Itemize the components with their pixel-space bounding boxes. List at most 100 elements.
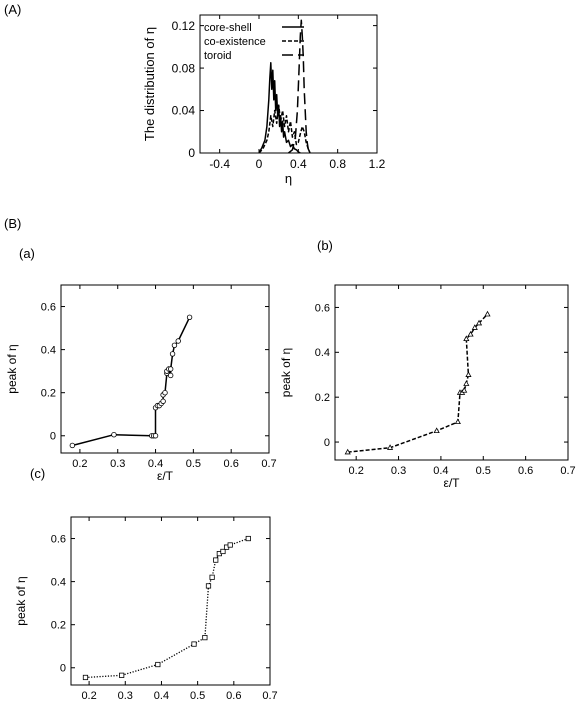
data-point [162,389,168,396]
legend-label: co-existence [204,36,266,48]
panel-label-b: (b) [317,238,333,253]
data-point [245,535,251,542]
x-axis-label: ε/T [443,476,460,490]
panel-label-a: (a) [19,246,35,261]
y-axis-label: The distribution of η [142,27,157,141]
x-tick-label: 0.7 [560,465,575,477]
x-tick-label: 0.3 [118,690,133,702]
x-tick-label: 0.2 [72,458,87,470]
series-layer [82,535,251,681]
y-tick-label: 0.2 [51,620,66,632]
data-point [82,674,89,681]
data-point [471,324,478,330]
data-point [186,314,193,321]
x-tick-label: 0 [256,157,263,171]
y-tick-label: 0.2 [315,392,330,404]
chart-b-toroid-peak: 0.2 0.3 0.4 0.5 0.6 0.7 0 0.2 0.4 0.6 ε/T peak of η [279,284,576,490]
y-tick-label: 0.04 [172,104,196,118]
y-tick-label: 0.6 [41,301,56,313]
panel-label-c: (c) [30,466,45,481]
data-point [461,387,468,393]
plot-frame [334,284,569,461]
data-point [175,338,181,344]
y-tick-label: 0.4 [41,344,56,356]
y-tick-label: 0 [188,146,195,160]
data-point [69,442,76,449]
x-tick-label: 0.8 [329,157,346,171]
data-point [454,418,461,425]
y-tick-label: 0.08 [172,61,196,75]
x-tick-label: 0.4 [290,157,307,171]
data-point [167,366,174,372]
y-axis-label: peak of η [279,348,293,397]
plot-frame [70,516,271,686]
data-point [152,433,159,439]
data-point [119,672,125,678]
data-point [213,557,219,563]
series-line-a [72,316,191,447]
x-tick-label: 0.7 [262,690,277,702]
x-tick-label: 1.2 [369,157,386,171]
series-layer [344,310,491,455]
data-point [433,427,440,434]
data-point [155,661,161,668]
y-axis-label: peak of η [14,576,28,625]
y-tick-label: 0.4 [51,576,66,588]
data-point [467,330,474,337]
y-tick-label: 0.2 [41,388,56,400]
y-tick-label: 0 [324,437,330,449]
y-axis-label: peak of η [5,344,19,393]
x-tick-label: 0.6 [518,465,533,477]
legend-label: toroid [204,50,232,62]
series-line-b [347,313,489,453]
data-point [465,371,472,377]
y-tick-label: 0.6 [315,302,330,314]
chart-A-distribution: -0.4 0 0.4 0.8 1.2 0 0.04 0.08 0.12 η The distribu… [142,14,386,186]
y-tick-label: 0.4 [315,347,330,359]
x-tick-label: 0.4 [154,690,169,702]
data-point [167,372,174,379]
x-tick-label: 0.2 [81,690,96,702]
data-point [220,548,226,555]
x-tick-label: 0.4 [148,458,163,470]
series-layer [258,19,311,153]
data-point [209,574,215,580]
plot-frame [60,284,270,454]
y-tick-label: 0 [60,663,66,675]
y-tick-label: 0 [50,431,56,443]
data-point [160,398,166,405]
data-point [344,448,351,455]
y-tick-label: 0.6 [51,533,66,545]
series-layer [69,314,193,449]
legend-label: core-shell [204,22,252,34]
data-point [463,335,470,342]
section-label-A: (A) [4,2,21,17]
x-tick-label: 0.6 [226,690,241,702]
data-point [191,641,197,647]
x-tick-label: 0.5 [476,465,491,477]
section-label-B: (B) [4,216,21,231]
data-point [202,635,208,641]
data-point [171,342,178,349]
x-tick-label: 0.5 [190,690,205,702]
data-point [484,310,491,317]
series-line-core-shell [258,62,301,153]
data-point [386,444,394,450]
y-tick-label: 0.12 [172,19,196,33]
x-tick-label: 0.3 [391,465,406,477]
chart-a-core-shell-peak: 0.2 0.3 0.4 0.5 0.6 0.7 0 0.2 0.4 0.6 ε/T peak of η [5,284,277,483]
data-point [205,583,212,589]
data-point [463,380,470,386]
series-line-c [85,537,249,679]
data-point [227,542,233,548]
x-tick-label: 0.3 [110,458,125,470]
data-point [169,351,176,357]
series-line-co-existence [258,104,311,153]
x-tick-label: -0.4 [209,157,230,171]
x-tick-label: 0.2 [349,465,364,477]
series-line-toroid [288,19,311,153]
x-tick-label: 0.4 [433,465,448,477]
data-point [111,431,117,438]
